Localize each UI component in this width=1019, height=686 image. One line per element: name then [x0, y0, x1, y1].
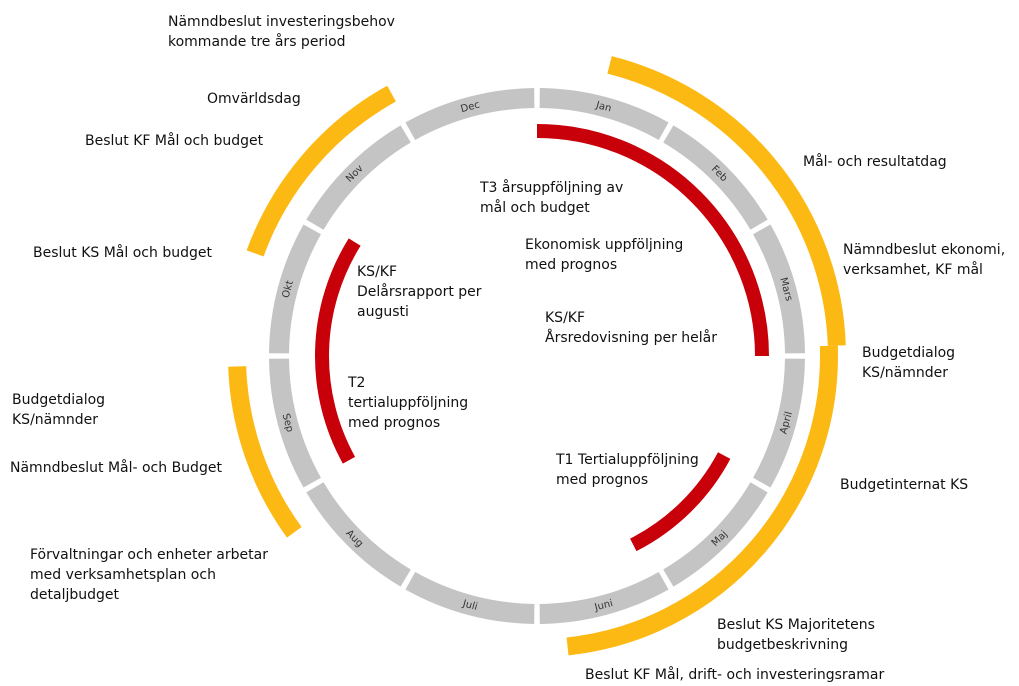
month-segment — [663, 482, 768, 587]
month-segment — [405, 88, 535, 140]
month-segment — [269, 224, 321, 354]
annotation: Nämndbeslut Mål- och Budget — [10, 459, 222, 476]
annotation: Delårsrapport per — [357, 283, 482, 300]
month-label: Okt — [281, 279, 296, 299]
period-arc — [607, 56, 846, 346]
annotation: Budgetdialog — [862, 345, 955, 361]
annotation: Budgetdialog — [12, 392, 105, 408]
month-label: Juli — [461, 598, 479, 613]
report-arc — [630, 452, 731, 552]
annotation: Beslut KF Mål, drift- och investeringsra… — [585, 666, 884, 683]
month-segment — [405, 572, 535, 624]
annotation: KS/nämnder — [12, 412, 98, 428]
annotation: mål och budget — [480, 199, 590, 216]
month-segment — [753, 224, 805, 354]
month-label: Jan — [594, 100, 613, 115]
annotation: tertialuppföljning — [348, 395, 468, 411]
annotation: T2 — [347, 375, 365, 391]
annotation: T1 Tertialuppföljning — [555, 452, 699, 468]
period-arc — [246, 85, 396, 257]
annotation: detaljbudget — [30, 587, 119, 603]
annotation: Omvärldsdag — [207, 91, 301, 107]
month-segment — [753, 358, 805, 488]
annotation: Beslut KF Mål och budget — [85, 132, 264, 149]
month-segment — [663, 125, 768, 230]
annotation: KS/nämnder — [862, 365, 948, 381]
annotation: kommande tre års period — [168, 33, 346, 50]
month-label: Juni — [593, 598, 615, 614]
report-arc — [315, 238, 361, 464]
annotation: KS/KF — [357, 264, 397, 280]
annotation: verksamhet, KF mål — [843, 261, 983, 278]
month-label: Sep — [280, 412, 296, 433]
annotation: med verksamhetsplan och — [30, 567, 216, 583]
annotation: Nämndbeslut ekonomi, — [843, 242, 1005, 258]
annotation: Nämndbeslut investeringsbehov — [168, 14, 395, 30]
annotation: Beslut KS Mål och budget — [33, 244, 212, 261]
annotation: budgetbeskrivning — [717, 637, 848, 653]
annotation: Ekonomisk uppföljning — [525, 237, 683, 253]
annotation: augusti — [357, 304, 409, 320]
annotation: Beslut KS Majoritetens — [717, 617, 875, 633]
month-segment — [539, 88, 669, 140]
report-arc — [536, 124, 769, 357]
annotation: med prognos — [348, 415, 440, 431]
month-segment — [306, 125, 411, 230]
annotation: Förvaltningar och enheter arbetar — [30, 547, 268, 563]
annotation: Årsredovisning per helår — [545, 329, 717, 346]
month-label: Dec — [460, 99, 482, 115]
month-segment — [306, 482, 411, 587]
annotation: Budgetinternat KS — [840, 477, 968, 493]
annotation: T3 årsuppföljning av — [479, 179, 623, 196]
period-arc — [228, 366, 302, 538]
annotation: Mål- och resultatdag — [803, 153, 947, 170]
month-segment — [539, 572, 669, 624]
period-arc — [566, 345, 838, 656]
annotation: KS/KF — [545, 310, 585, 326]
annotation: med prognos — [525, 257, 617, 273]
month-segment — [269, 358, 321, 488]
annotation: med prognos — [556, 472, 648, 488]
